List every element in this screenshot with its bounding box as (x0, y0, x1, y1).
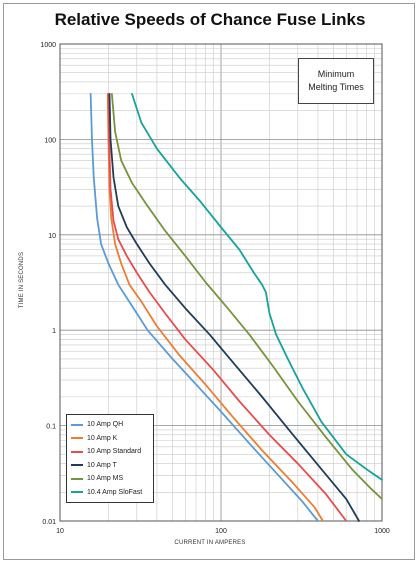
chart-title: Relative Speeds of Chance Fuse Links (54, 10, 366, 29)
legend-label: 10 Amp MS (87, 475, 124, 483)
plot-border (59, 43, 383, 522)
legend-item: 10 Amp MS (71, 472, 149, 486)
x-tick-label: 10 (56, 528, 64, 535)
legend-swatch (71, 450, 83, 453)
legend-item: 10 Amp QH (71, 418, 149, 432)
legend-item: 10 Amp T (71, 459, 149, 473)
legend-label: 10 Amp Standard (87, 448, 142, 456)
y-tick-label: 10 (48, 233, 56, 240)
legend-item: 10.4 Amp SloFast (71, 486, 149, 500)
x-tick-label: 100 (215, 528, 227, 535)
x-tick-label: 1000 (374, 528, 390, 535)
legend-item: 10 Amp K (71, 432, 149, 446)
series-line-1 (106, 92, 324, 522)
series-line-4 (110, 92, 383, 500)
legend-label: 10 Amp T (87, 461, 117, 469)
series-line-3 (108, 92, 360, 522)
legend-swatch (71, 491, 83, 494)
legend: 10 Amp QH 10 Amp K 10 Amp Standard 10 Amp T… (66, 414, 154, 503)
annotation-text: Minimum Melting Times (308, 69, 364, 92)
legend-swatch (71, 437, 83, 440)
y-tick-label: 1000 (40, 42, 56, 49)
y-tick-label: 0.1 (46, 424, 56, 431)
legend-label: 10 Amp QH (87, 421, 124, 429)
legend-swatch (71, 423, 83, 426)
x-axis-label: CURRENT IN AMPERES (174, 540, 246, 546)
y-tick-label: 100 (44, 137, 56, 144)
legend-swatch (71, 477, 83, 480)
legend-label: 10.4 Amp SloFast (87, 488, 143, 496)
legend-swatch (71, 464, 83, 467)
y-tick-label: 0.01 (42, 519, 56, 526)
annotation-box: Minimum Melting Times (298, 58, 374, 104)
y-tick-label: 1 (52, 328, 56, 335)
legend-item: 10 Amp Standard (71, 445, 149, 459)
series-line-0 (89, 92, 319, 522)
series-line-2 (107, 92, 348, 522)
legend-label: 10 Amp K (87, 434, 118, 442)
series-line-5 (131, 92, 383, 481)
